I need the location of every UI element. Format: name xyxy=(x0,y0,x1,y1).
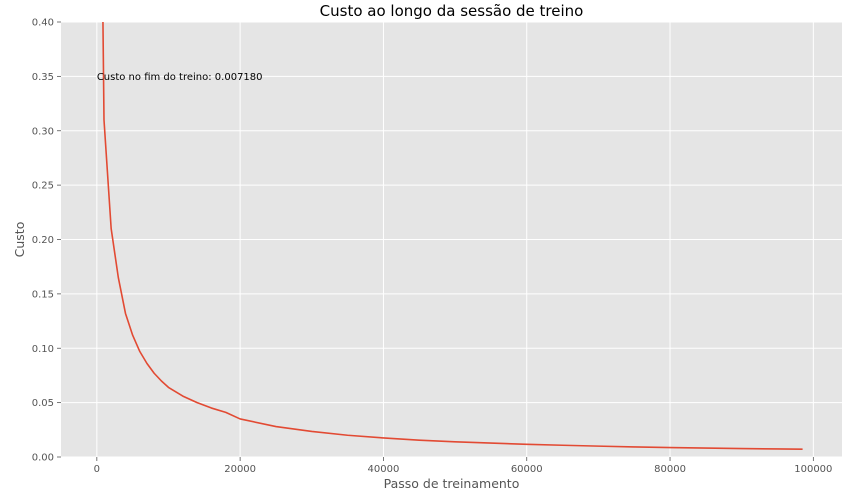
x-tick-label: 40000 xyxy=(368,464,400,475)
cost-series-line xyxy=(102,22,803,450)
chart-title: Custo ao longo da sessão de treino xyxy=(320,2,584,20)
y-tick-label: 0.00 xyxy=(32,453,54,464)
x-tick-label: 80000 xyxy=(654,464,686,475)
y-tick-label: 0.25 xyxy=(32,181,54,192)
x-tick-label: 100000 xyxy=(794,464,832,475)
x-tick-label: 20000 xyxy=(224,464,256,475)
x-tick-label: 0 xyxy=(94,464,100,475)
y-tick-label: 0.20 xyxy=(32,235,54,246)
y-axis-label: Custo xyxy=(12,222,27,258)
y-tick-label: 0.35 xyxy=(32,72,54,83)
grid-lines xyxy=(61,21,842,458)
axis-ticks: 0 20000 40000 60000 80000 100000 0.00 0.05 0.10 0… xyxy=(32,18,833,476)
y-tick-label: 0.15 xyxy=(32,289,54,300)
x-tick-label: 60000 xyxy=(511,464,543,475)
y-tick-label: 0.05 xyxy=(32,398,54,409)
y-tick-label: 0.10 xyxy=(32,344,54,355)
series-layer xyxy=(102,22,803,450)
final-cost-annotation: Custo no fim do treino: 0.007180 xyxy=(97,72,263,83)
y-tick-label: 0.30 xyxy=(32,126,54,137)
x-axis-label: Passo de treinamento xyxy=(384,476,520,491)
y-tick-label: 0.40 xyxy=(32,18,54,29)
